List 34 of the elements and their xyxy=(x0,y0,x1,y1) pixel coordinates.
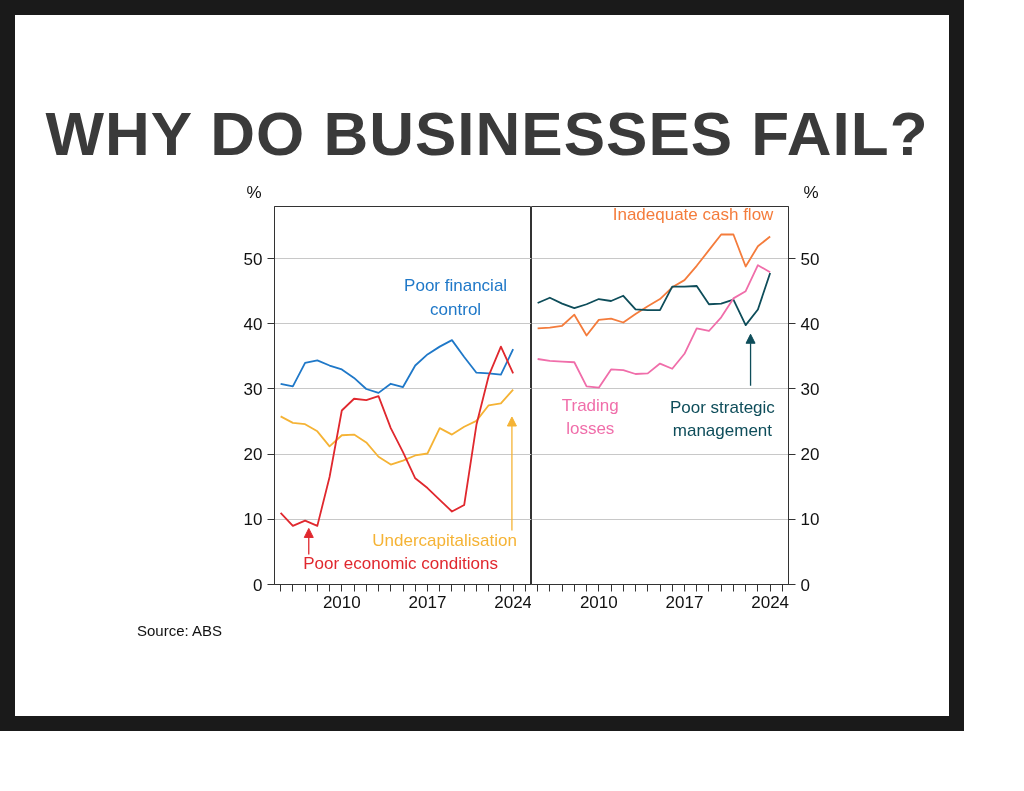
y-tick-label: 50 xyxy=(243,249,263,269)
x-tick-label: 2010 xyxy=(579,592,618,612)
line-series xyxy=(536,233,772,337)
y-tick-label: 0 xyxy=(253,575,263,595)
y-tick-label: 30 xyxy=(243,379,263,399)
series-label: Inadequate cash flow xyxy=(612,205,775,225)
y-tick-label: 40 xyxy=(243,314,263,334)
y-axis-title: % xyxy=(246,182,262,202)
y-tick-label: 20 xyxy=(243,445,263,465)
x-tick-label: 2017 xyxy=(408,592,447,612)
x-tick-label: 2024 xyxy=(494,592,533,612)
legend-label: Poor economic conditions xyxy=(303,554,498,574)
x-tick-label: 2024 xyxy=(751,592,790,612)
y2-tick-label: 20 xyxy=(800,445,820,465)
x-tick-label: 2017 xyxy=(665,592,704,612)
source-note: Source: ABS xyxy=(137,621,223,641)
y2-tick-label: 10 xyxy=(800,510,820,530)
line-series xyxy=(279,345,515,527)
line-series xyxy=(536,264,772,389)
series-label: Poor financial control xyxy=(404,276,508,320)
x-tick-label: 2010 xyxy=(322,592,361,612)
y2-tick-label: 50 xyxy=(800,249,820,269)
text: Undercapitalisation xyxy=(372,530,517,550)
y2-tick-label: 40 xyxy=(800,314,820,334)
y-tick-label: 10 xyxy=(243,510,263,530)
line-series xyxy=(536,272,772,327)
series-label: Trading losses xyxy=(561,395,619,439)
text: Poor strategic management xyxy=(669,397,776,441)
y2-axis-title: % xyxy=(803,182,819,202)
chart-title: WHY DO BUSINESSES FAIL? xyxy=(45,98,929,170)
line-series xyxy=(279,339,515,394)
line-series xyxy=(279,388,515,466)
y2-tick-label: 0 xyxy=(800,575,810,595)
y2-tick-label: 30 xyxy=(800,379,820,399)
